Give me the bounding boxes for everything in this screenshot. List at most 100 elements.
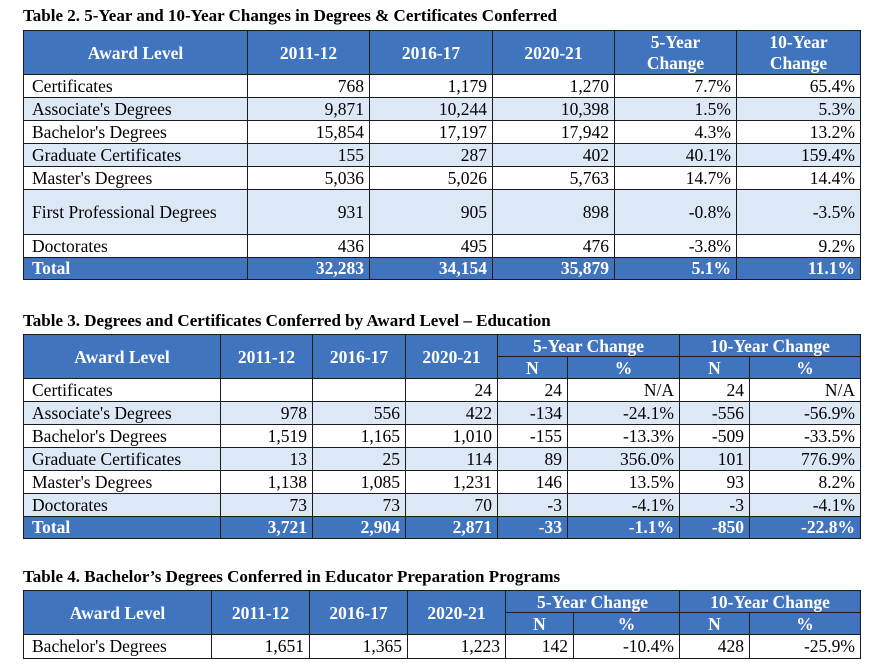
table2-title: Table 2. 5-Year and 10-Year Changes in D… [23,6,558,25]
cell-2016-17: 905 [369,189,493,235]
cell-2016-17: 1,165 [312,424,406,448]
cell-5yr-n: 142 [505,634,574,659]
cell-5yr-pct: -1.1% [567,516,680,539]
row-label: Certificates [23,378,221,402]
subheader-10yr-pct: % [749,356,861,379]
row-label: Certificates [23,74,248,98]
table-row: Doctorates 436 495 476 -3.8% 9.2% [23,234,861,258]
cell-5yr-pct: 356.0% [567,447,680,471]
row-label: Doctorates [23,234,248,258]
cell-2016-17: 17,197 [369,120,493,144]
table-row: Certificates 768 1,179 1,270 7.7% 65.4% [23,74,861,98]
cell-5yr-n: 24 [497,378,568,402]
cell-5yr-n: -3 [497,493,568,517]
row-label: Doctorates [23,493,221,517]
header-5-year-change: 5-Year Change [497,334,680,357]
subheader-10yr-pct: % [749,612,861,635]
cell-2016-17: 2,904 [312,516,406,539]
table-row: First Professional Degrees 931 905 898 -… [23,189,861,235]
header-2016-17: 2016-17 [309,590,408,635]
table-row: Bachelor's Degrees 1,519 1,165 1,010 -15… [23,424,861,448]
header-2020-21: 2020-21 [405,334,498,379]
cell-2011-12: 1,519 [220,424,313,448]
table4: Award Level 2011-12 2016-17 2020-21 5-Ye… [23,590,861,659]
cell-2011-12: 15,854 [247,120,370,144]
cell-2020-21: 114 [405,447,498,471]
cell-5-year-change: -3.8% [614,234,737,258]
table2-header-row: Award Level 2011-12 2016-17 2020-21 5-Ye… [23,30,861,75]
table4-title: Table 4. Bachelor’s Degrees Conferred in… [23,567,561,586]
subheader-5yr-pct: % [573,612,680,635]
cell-10-year-change: 9.2% [736,234,861,258]
header-10-year-change: 10-Year Change [679,334,861,357]
cell-5-year-change: 5.1% [614,257,737,280]
header-5-year-change: 5-Year Change [505,590,680,613]
cell-2020-21: 70 [405,493,498,517]
cell-2020-21: 24 [405,378,498,402]
cell-5yr-pct: 13.5% [567,470,680,494]
row-label: Total [23,257,248,280]
subheader-5yr-pct: % [567,356,680,379]
cell-2011-12: 3,721 [220,516,313,539]
cell-5-year-change: -0.8% [614,189,737,235]
cell-2011-12: 9,871 [247,97,370,121]
cell-10yr-pct: -25.9% [749,634,861,659]
cell-5yr-pct: -10.4% [573,634,680,659]
cell-10-year-change: 11.1% [736,257,861,280]
cell-10-year-change: 13.2% [736,120,861,144]
table-row: Master's Degrees 5,036 5,026 5,763 14.7%… [23,166,861,190]
cell-5yr-n: -155 [497,424,568,448]
row-label: Bachelor's Degrees [23,634,212,659]
cell-2016-17: 495 [369,234,493,258]
row-label: Bachelor's Degrees [23,120,248,144]
header-2016-17: 2016-17 [369,30,493,75]
cell-5yr-pct: -13.3% [567,424,680,448]
total-row: Total 32,283 34,154 35,879 5.1% 11.1% [23,257,861,280]
row-label: Total [23,516,221,539]
cell-10yr-n: 428 [679,634,750,659]
table3-header-row: Award Level 2011-12 2016-17 2020-21 5-Ye… [23,334,861,379]
cell-2016-17: 5,026 [369,166,493,190]
subheader-10yr-n: N [679,612,750,635]
table-row: Certificates 24 24 N/A 24 N/A [23,378,861,402]
cell-2020-21: 898 [492,189,615,235]
cell-10-year-change: 5.3% [736,97,861,121]
table-row: Graduate Certificates 13 25 114 89 356.0… [23,447,861,471]
row-label: Associate's Degrees [23,97,248,121]
table-row: Bachelor's Degrees 15,854 17,197 17,942 … [23,120,861,144]
cell-5yr-n: 89 [497,447,568,471]
cell-2011-12: 155 [247,143,370,167]
cell-2020-21: 402 [492,143,615,167]
cell-5yr-n: -33 [497,516,568,539]
cell-2011-12: 931 [247,189,370,235]
cell-2011-12: 436 [247,234,370,258]
cell-2011-12: 13 [220,447,313,471]
total-row: Total 3,721 2,904 2,871 -33 -1.1% -850 -… [23,516,861,539]
table2: Award Level 2011-12 2016-17 2020-21 5-Ye… [23,30,861,280]
cell-10-year-change: 159.4% [736,143,861,167]
cell-2011-12: 768 [247,74,370,98]
cell-2020-21: 1,010 [405,424,498,448]
cell-10yr-n: -556 [679,401,750,425]
cell-2020-21: 1,270 [492,74,615,98]
subheader-5yr-n: N [505,612,574,635]
table3-title: Table 3. Degrees and Certificates Confer… [23,311,551,330]
table-row: Graduate Certificates 155 287 402 40.1% … [23,143,861,167]
cell-2016-17: 556 [312,401,406,425]
cell-10yr-pct: 776.9% [749,447,861,471]
table-row: Master's Degrees 1,138 1,085 1,231 146 1… [23,470,861,494]
header-2011-12: 2011-12 [247,30,370,75]
cell-2011-12: 32,283 [247,257,370,280]
header-2020-21: 2020-21 [492,30,615,75]
cell-2011-12: 1,138 [220,470,313,494]
cell-10-year-change: 14.4% [736,166,861,190]
header-2011-12: 2011-12 [220,334,313,379]
cell-2016-17: 34,154 [369,257,493,280]
cell-5-year-change: 7.7% [614,74,737,98]
cell-2020-21: 10,398 [492,97,615,121]
table3: Award Level 2011-12 2016-17 2020-21 5-Ye… [23,334,861,539]
cell-2016-17: 1,085 [312,470,406,494]
row-label: Graduate Certificates [23,143,248,167]
table-row: Associate's Degrees 978 556 422 -134 -24… [23,401,861,425]
cell-10yr-pct: 8.2% [749,470,861,494]
